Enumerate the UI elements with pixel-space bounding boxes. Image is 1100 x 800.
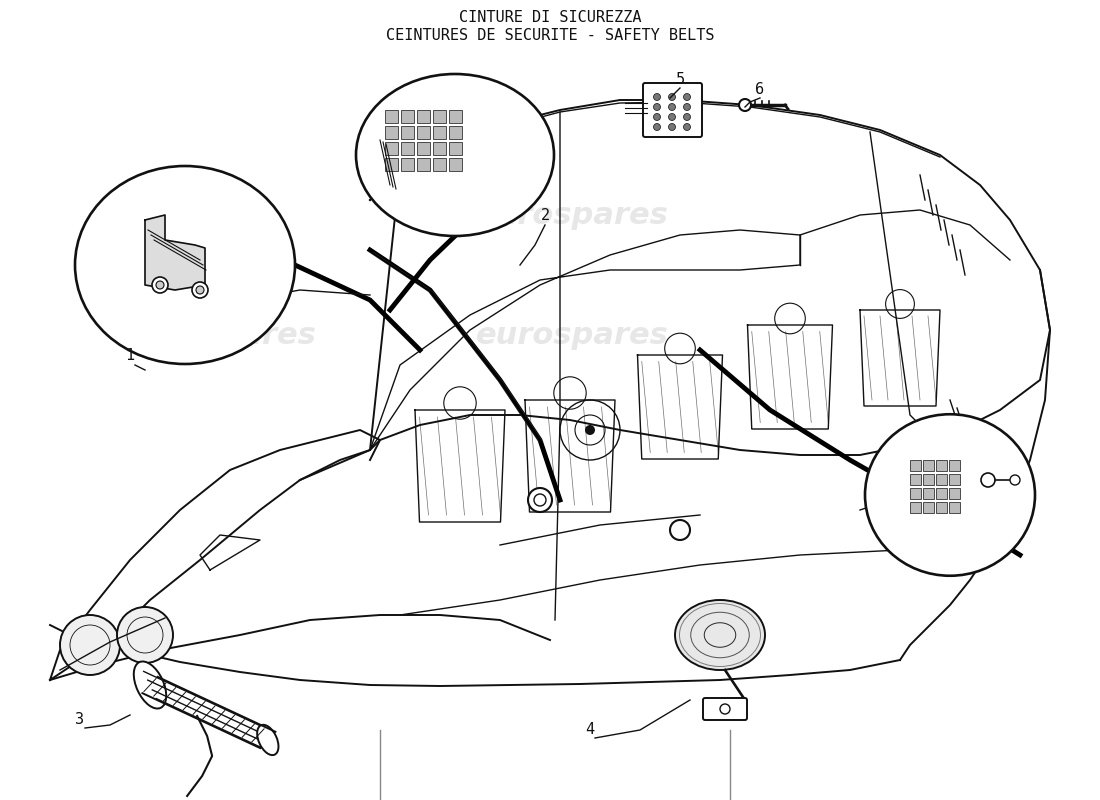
Bar xyxy=(936,502,947,513)
Bar xyxy=(402,158,414,171)
Bar xyxy=(910,474,921,485)
Bar xyxy=(936,474,947,485)
Circle shape xyxy=(669,114,675,121)
Text: CINTURE DI SICUREZZA: CINTURE DI SICUREZZA xyxy=(459,10,641,25)
Bar xyxy=(385,142,398,155)
Bar xyxy=(949,502,960,513)
Bar xyxy=(936,488,947,499)
FancyBboxPatch shape xyxy=(644,83,702,137)
Ellipse shape xyxy=(356,74,554,236)
Bar xyxy=(949,460,960,471)
Bar xyxy=(417,142,430,155)
Bar xyxy=(433,126,446,139)
Bar xyxy=(402,110,414,123)
Bar xyxy=(910,502,921,513)
Circle shape xyxy=(156,281,164,289)
Circle shape xyxy=(60,615,120,675)
Circle shape xyxy=(670,520,690,540)
Bar xyxy=(385,158,398,171)
Bar xyxy=(417,110,430,123)
Bar xyxy=(923,502,934,513)
Bar xyxy=(449,158,462,171)
Ellipse shape xyxy=(257,725,278,755)
Circle shape xyxy=(152,277,168,293)
Bar xyxy=(417,158,430,171)
Bar xyxy=(910,488,921,499)
Circle shape xyxy=(720,704,730,714)
Circle shape xyxy=(117,607,173,663)
Ellipse shape xyxy=(75,166,295,364)
Circle shape xyxy=(653,114,660,121)
Bar xyxy=(385,126,398,139)
Circle shape xyxy=(683,114,691,121)
Text: eurospares: eurospares xyxy=(123,322,317,350)
Circle shape xyxy=(196,286,204,294)
Bar xyxy=(949,488,960,499)
Circle shape xyxy=(1010,475,1020,485)
Circle shape xyxy=(653,123,660,130)
Circle shape xyxy=(981,473,996,487)
Circle shape xyxy=(669,103,675,110)
Bar xyxy=(402,142,414,155)
Ellipse shape xyxy=(865,414,1035,576)
Text: CEINTURES DE SECURITE - SAFETY BELTS: CEINTURES DE SECURITE - SAFETY BELTS xyxy=(386,28,714,43)
FancyBboxPatch shape xyxy=(703,698,747,720)
Circle shape xyxy=(192,282,208,298)
Circle shape xyxy=(683,103,691,110)
Text: 5: 5 xyxy=(675,73,684,87)
Circle shape xyxy=(653,103,660,110)
Bar xyxy=(385,110,398,123)
Circle shape xyxy=(683,123,691,130)
Bar xyxy=(433,142,446,155)
Bar xyxy=(449,142,462,155)
Bar xyxy=(449,110,462,123)
Ellipse shape xyxy=(134,662,166,709)
Circle shape xyxy=(683,94,691,101)
Text: eurospares: eurospares xyxy=(475,202,669,230)
Bar xyxy=(923,460,934,471)
Text: 2: 2 xyxy=(540,207,550,222)
Polygon shape xyxy=(145,215,205,290)
Bar xyxy=(949,474,960,485)
Bar xyxy=(402,126,414,139)
Bar xyxy=(910,460,921,471)
Circle shape xyxy=(669,94,675,101)
Ellipse shape xyxy=(675,600,764,670)
Text: 3: 3 xyxy=(76,713,85,727)
Bar xyxy=(449,126,462,139)
Bar xyxy=(923,488,934,499)
Bar xyxy=(433,158,446,171)
Bar xyxy=(936,460,947,471)
Text: 4: 4 xyxy=(585,722,595,738)
Text: 1: 1 xyxy=(125,347,134,362)
Text: 6: 6 xyxy=(756,82,764,98)
Text: eurospares: eurospares xyxy=(475,322,669,350)
Circle shape xyxy=(739,99,751,111)
Circle shape xyxy=(585,425,595,435)
Circle shape xyxy=(669,123,675,130)
Circle shape xyxy=(528,488,552,512)
Bar xyxy=(433,110,446,123)
Bar xyxy=(417,126,430,139)
Circle shape xyxy=(653,94,660,101)
Bar xyxy=(923,474,934,485)
